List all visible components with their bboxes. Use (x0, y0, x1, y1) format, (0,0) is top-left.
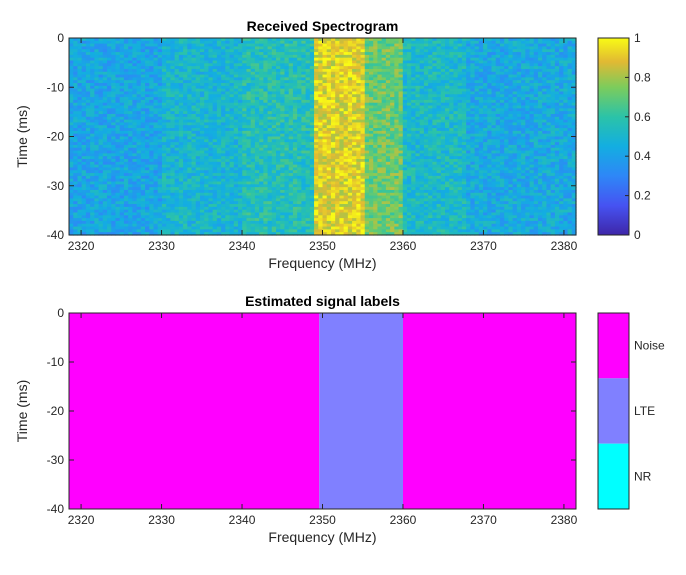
colorbar-tick-label: 0.6 (634, 110, 651, 124)
y-tick-label: -40 (47, 228, 65, 242)
chart-title: Estimated signal labels (245, 293, 400, 309)
x-tick-label: 2340 (229, 239, 256, 253)
spectrogram-plot: 2320 2330 2340 2350 2360 2370 2380 0 -10 -20 -30 -4… (14, 18, 651, 271)
x-axis-label: Frequency (MHz) (268, 255, 376, 271)
colorbar-frame (597, 312, 630, 510)
legend-swatch-noise (598, 313, 629, 379)
x-tick-label: 2380 (551, 513, 578, 527)
x-tick-label: 2360 (390, 513, 417, 527)
legend-label-nr: NR (634, 469, 652, 483)
x-tick-label: 2330 (148, 239, 175, 253)
region-noise-0 (69, 313, 320, 509)
x-tick-label: 2340 (229, 513, 256, 527)
labels-plot: 2320 2330 2340 2350 2360 2370 2380 0 -10 -20 -30 -4… (14, 293, 665, 545)
y-tick-label: -30 (47, 179, 65, 193)
legend-swatch-nr (598, 443, 629, 509)
colorbar: 0 0.2 0.4 0.6 0.8 1 (597, 31, 651, 242)
x-tick-label: 2350 (309, 513, 336, 527)
colorbar-tick-label: 0.8 (634, 70, 651, 84)
x-tick-label: 2320 (68, 239, 95, 253)
x-axis-label: Frequency (MHz) (268, 529, 376, 545)
colorbar-tick-label: 0.2 (634, 189, 651, 203)
colorbar-tick-label: 0 (634, 228, 641, 242)
x-tick-label: 2320 (68, 513, 95, 527)
x-tick-label: 2370 (470, 513, 497, 527)
y-tick-label: -40 (47, 502, 65, 516)
y-tick-label: 0 (57, 31, 64, 45)
x-tick-label: 2350 (309, 239, 336, 253)
colorbar-frame (597, 37, 630, 236)
x-tick-label: 2360 (390, 239, 417, 253)
y-axis-label: Time (ms) (14, 105, 30, 167)
y-axis-label: Time (ms) (14, 380, 30, 442)
region-lte-1 (319, 313, 403, 509)
y-tick-label: -20 (47, 130, 65, 144)
x-tick-label: 2330 (148, 513, 175, 527)
colorbar: Noise LTE NR (597, 312, 665, 510)
y-tick-label: -30 (47, 453, 65, 467)
y-tick-label: -10 (47, 80, 65, 94)
spectrogram-image (69, 38, 577, 236)
chart-title: Received Spectrogram (247, 18, 399, 34)
y-tick-label: -20 (47, 404, 65, 418)
colorbar-tick-label: 0.4 (634, 149, 651, 163)
colorbar-gradient (598, 38, 629, 235)
x-tick-label: 2370 (470, 239, 497, 253)
legend-swatch-lte (598, 378, 629, 444)
x-tick-label: 2380 (551, 239, 578, 253)
label-regions (69, 313, 576, 509)
y-tick-label: -10 (47, 355, 65, 369)
region-noise-2 (402, 313, 576, 509)
y-tick-label: 0 (57, 306, 64, 320)
legend-label-lte: LTE (634, 404, 655, 418)
colorbar-tick-label: 1 (634, 31, 641, 45)
legend-label-noise: Noise (634, 339, 665, 353)
